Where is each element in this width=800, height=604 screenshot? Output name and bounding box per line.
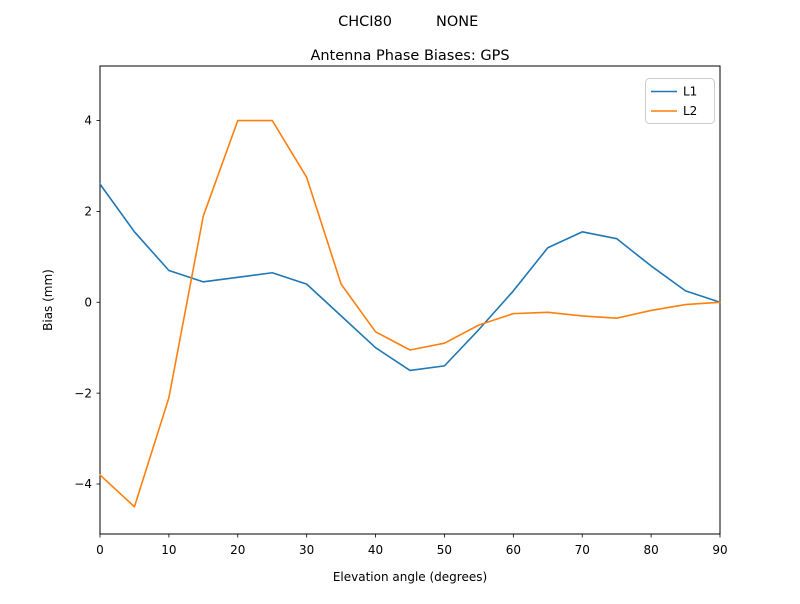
series-lines: [98, 119, 722, 508]
y-tick-label: 0: [84, 295, 92, 309]
series-line-l1: [98, 183, 722, 372]
x-tick-label: 90: [712, 543, 727, 557]
legend-label-l2: L2: [683, 104, 697, 118]
x-tick-label: 0: [96, 543, 104, 557]
x-tick-label: 80: [643, 543, 658, 557]
chart-title: Antenna Phase Biases: GPS: [310, 48, 509, 64]
x-tick-label: 10: [161, 543, 176, 557]
series-line-l2: [98, 119, 721, 508]
x-tick-label: 70: [575, 543, 590, 557]
x-axis-label: Elevation angle (degrees): [333, 570, 487, 584]
x-tick-label: 50: [437, 543, 452, 557]
suptitle-left: CHCI80: [338, 14, 392, 30]
y-tick-label: 4: [84, 114, 92, 128]
x-tick-label: 20: [230, 543, 245, 557]
x-tick-label: 40: [368, 543, 383, 557]
y-tick-label: 2: [84, 205, 92, 219]
legend: L1 L2: [645, 78, 715, 124]
y-axis-label: Bias (mm): [41, 269, 55, 331]
y-tick-label: −4: [74, 477, 92, 491]
y-axis: −4 −2 0 2 4: [74, 114, 100, 491]
x-tick-label: 30: [299, 543, 314, 557]
plot-area: [99, 65, 721, 535]
x-tick-label: 60: [506, 543, 521, 557]
x-axis: 0 10 20 30 40 50 60 70 80 90: [96, 534, 728, 557]
suptitle-right: NONE: [436, 14, 478, 30]
legend-label-l1: L1: [683, 85, 697, 99]
y-tick-label: −2: [74, 386, 92, 400]
legend-box: [645, 78, 715, 124]
